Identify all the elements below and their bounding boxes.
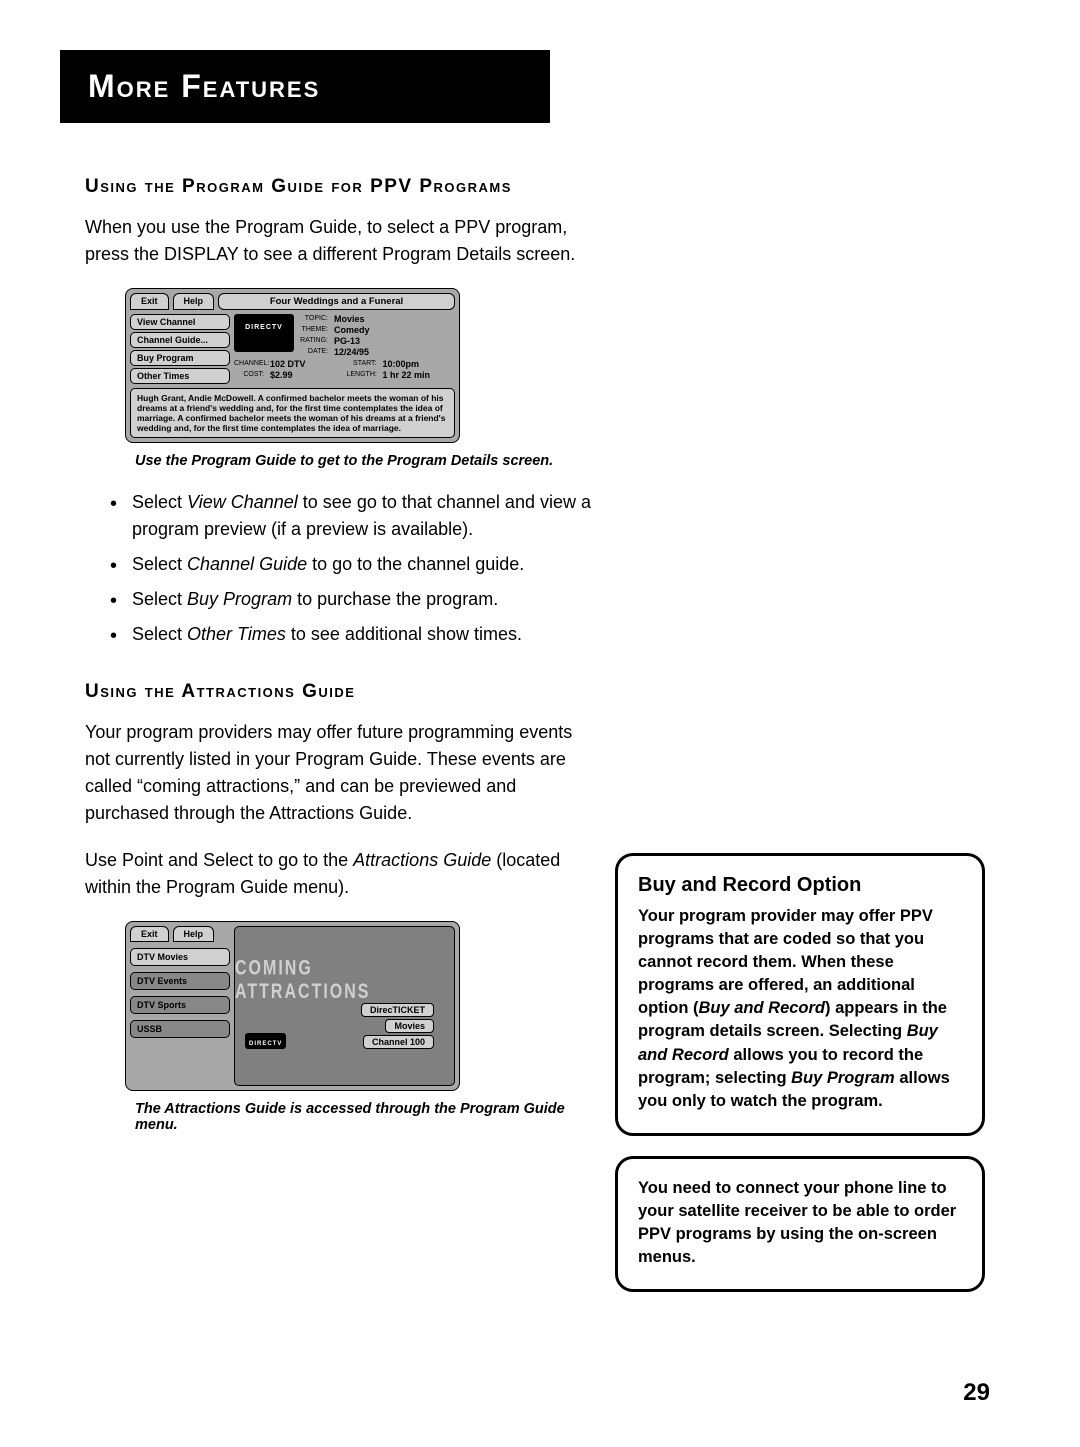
program-description: Hugh Grant, Andie McDowell. A confirmed … [130,388,455,439]
section1-heading: Using the Program Guide for PPV Programs [85,173,985,202]
topic-label: TOPIC: [298,315,328,322]
start-label: START: [347,360,377,367]
page-number: 29 [963,1379,990,1407]
menu-dtv-movies: DTV Movies [130,948,230,966]
rating-value: PG-13 [334,336,360,346]
channel-value: 102 DTV [270,359,306,369]
buy-record-callout: Buy and Record Option Your program provi… [615,853,985,1136]
menu-ussb: USSB [130,1020,230,1038]
program-details-screenshot: Exit Help Four Weddings and a Funeral Vi… [125,288,985,444]
cost-label: COST: [234,371,264,378]
theme-value: Comedy [334,325,370,335]
program-title: Four Weddings and a Funeral [218,293,455,310]
section2-p1: Your program providers may offer future … [85,719,595,827]
list-item: Select Other Times to see additional sho… [110,621,610,648]
callout1-body: Your program provider may offer PPV prog… [638,905,962,1113]
section2-p2: Use Point and Select to go to the Attrac… [85,847,595,901]
exit-tab: Exit [130,293,169,310]
cost-value: $2.99 [270,370,293,380]
menu-view-channel: View Channel [130,314,230,330]
help-tab: Help [173,926,215,942]
main-content: Using the Program Guide for PPV Programs… [85,173,985,1133]
callout2-body: You need to connect your phone line to y… [638,1177,962,1269]
page-header: More Features [60,50,550,123]
attractions-guide-screenshot: Exit Help DTV Movies DTV Events DTV Spor… [125,921,605,1091]
menu-buy-program: Buy Program [130,350,230,366]
section2-heading: Using the Attractions Guide [85,678,605,707]
menu-dtv-events: DTV Events [130,972,230,990]
menu-other-times: Other Times [130,368,230,384]
rating-label: RATING: [298,337,328,344]
list-item: Select Channel Guide to go to the channe… [110,551,610,578]
callout1-title: Buy and Record Option [638,874,962,897]
length-label: LENGTH: [347,371,377,378]
exit-tab: Exit [130,926,169,942]
chip-directicket: DirecTICKET [361,1003,434,1017]
chip-channel-100: Channel 100 [363,1035,434,1049]
directv-logo: DIRECTV [245,1033,286,1049]
screenshot1-caption: Use the Program Guide to get to the Prog… [135,453,605,469]
chip-movies: Movies [385,1019,434,1033]
list-item: Select View Channel to see go to that ch… [110,489,610,543]
topic-value: Movies [334,314,365,324]
date-value: 12/24/95 [334,347,369,357]
help-tab: Help [173,293,215,310]
start-value: 10:00pm [383,359,420,369]
phone-line-callout: You need to connect your phone line to y… [615,1156,985,1292]
menu-channel-guide: Channel Guide... [130,332,230,348]
section1-intro: When you use the Program Guide, to selec… [85,214,595,268]
length-value: 1 hr 22 min [383,370,431,380]
screenshot2-caption: The Attractions Guide is accessed throug… [135,1101,605,1133]
directv-logo: DIRECTV [234,314,294,352]
date-label: DATE: [298,348,328,355]
list-item: Select Buy Program to purchase the progr… [110,586,610,613]
channel-label: CHANNEL: [234,360,264,367]
menu-dtv-sports: DTV Sports [130,996,230,1014]
theme-label: THEME: [298,326,328,333]
coming-attractions-banner: COMING ATTRACTIONS [235,957,454,1004]
sidebar-callouts: Buy and Record Option Your program provi… [615,853,985,1292]
instruction-list: Select View Channel to see go to that ch… [110,489,610,648]
